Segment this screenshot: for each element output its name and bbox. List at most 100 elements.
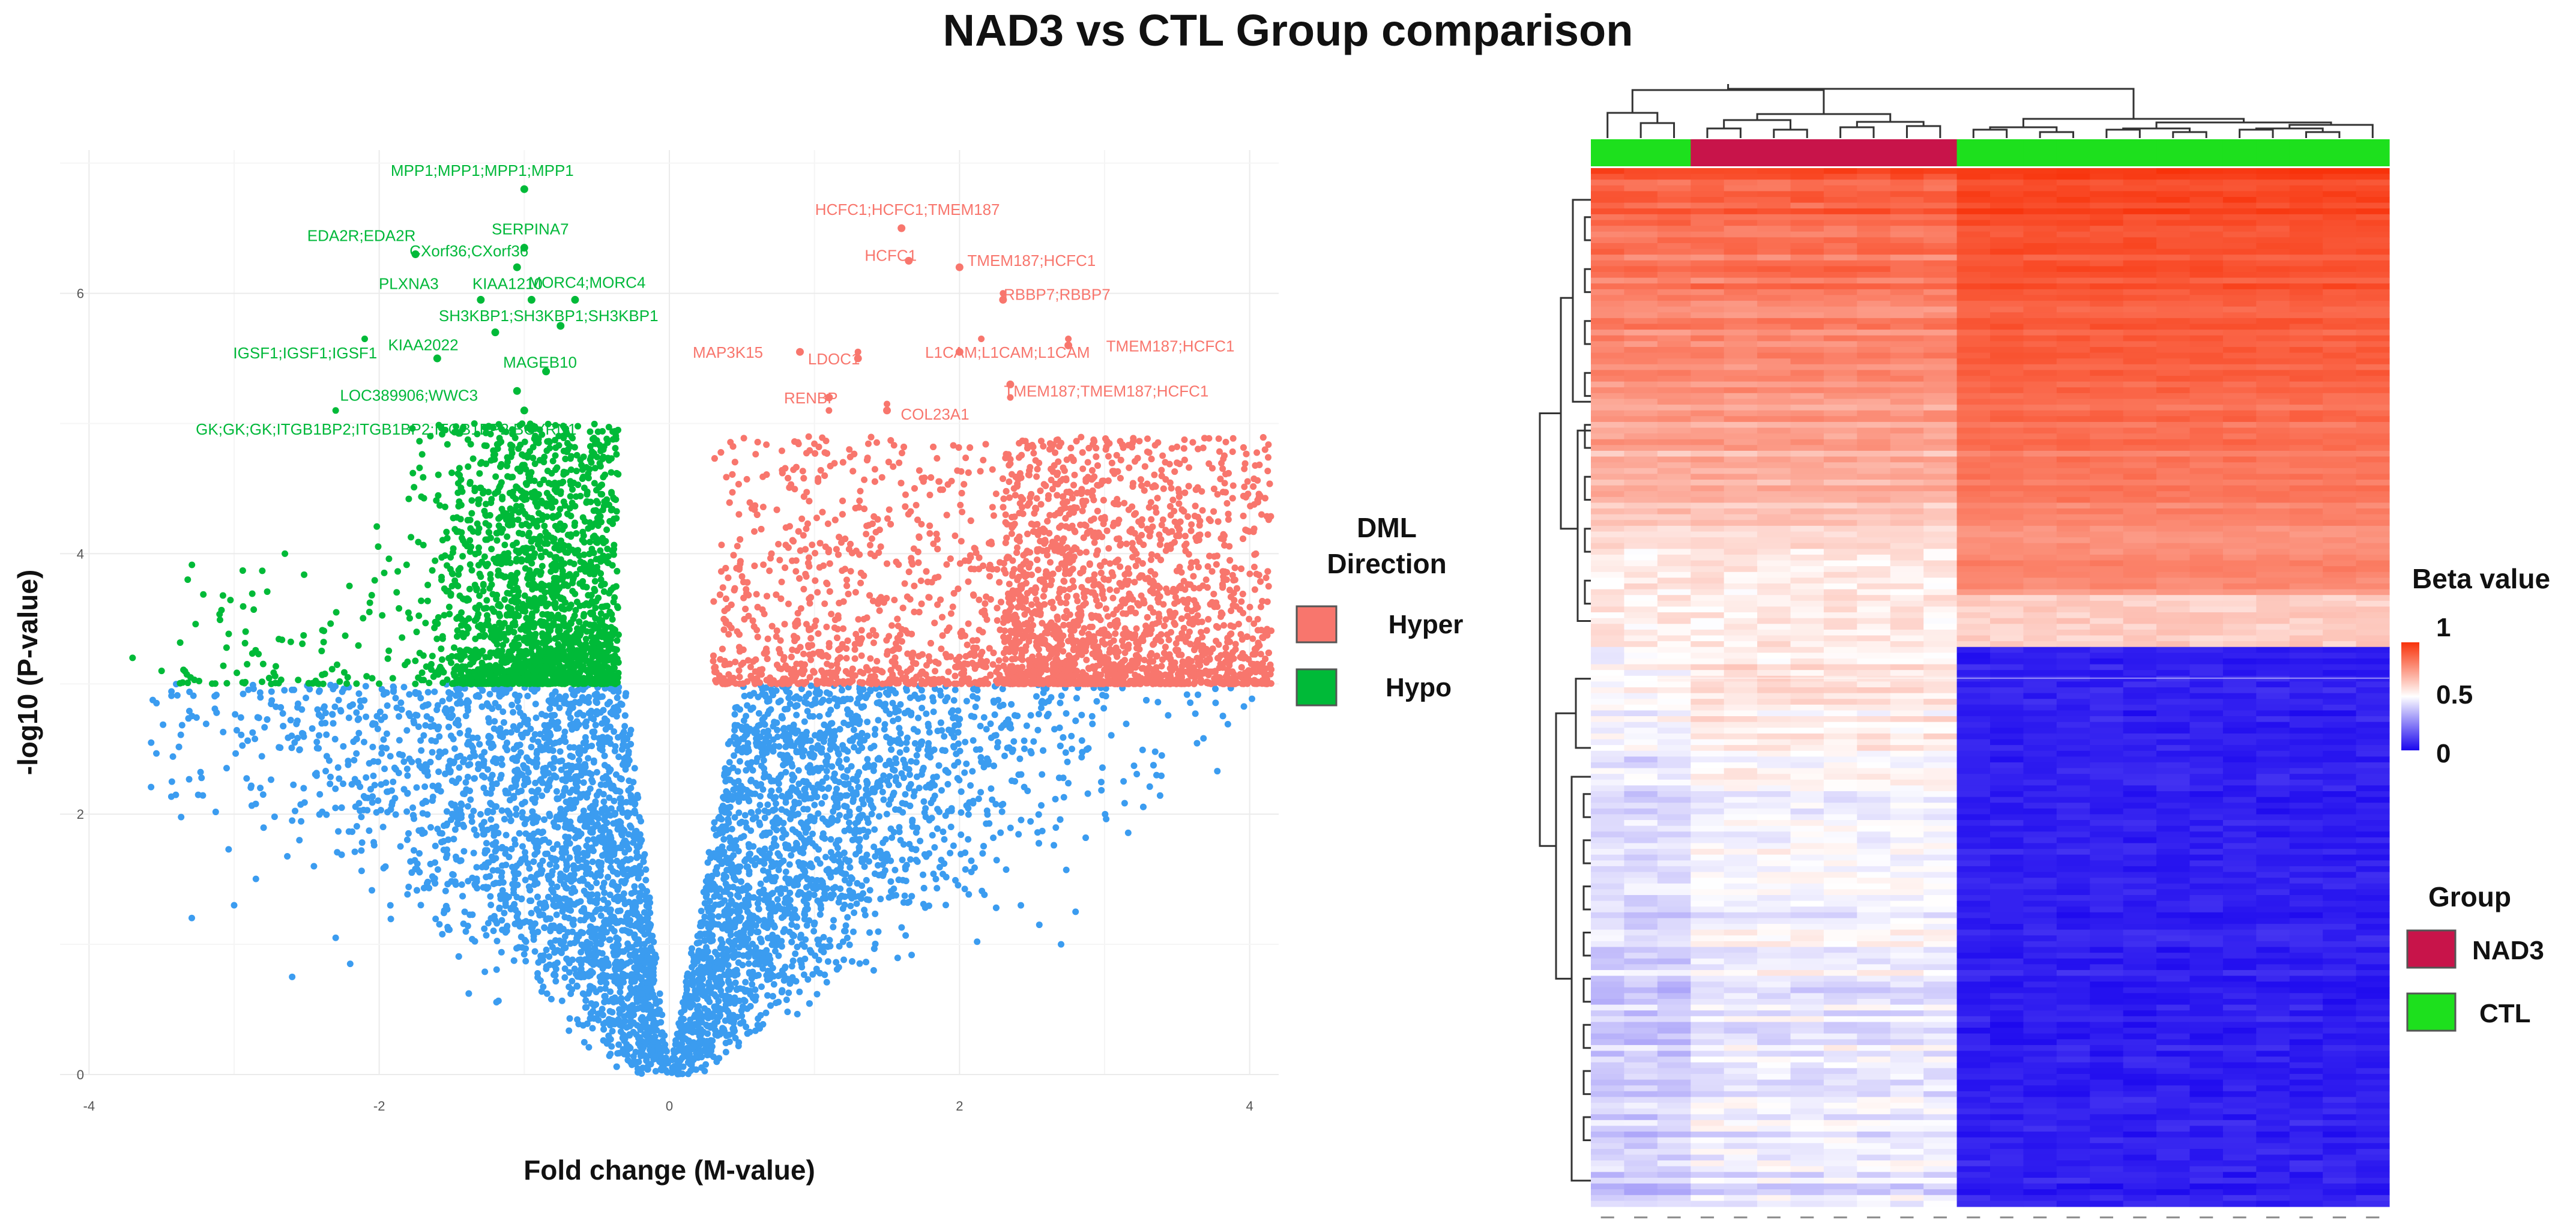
volcano-point-ns [965,804,972,812]
volcano-point-ns [1008,701,1015,708]
volcano-point-ns [694,932,701,939]
volcano-point-ns [835,750,842,758]
volcano-point-ns [879,788,886,795]
volcano-point-ns [1143,696,1150,704]
volcano-point-ns [553,788,560,795]
volcano-point-ns [382,863,389,870]
volcano-point-ns [973,746,980,753]
volcano-point-ns [483,789,490,797]
volcano-point-ns [574,899,581,906]
volcano-point-ns [730,843,737,851]
volcano-point-ns [345,828,352,835]
volcano-point-ns [731,752,738,759]
volcano-point-ns [361,794,369,801]
volcano-point-ns [315,732,322,739]
volcano-point-ns [531,851,538,858]
volcano-point-ns [875,717,882,724]
volcano-point-ns [908,951,915,959]
volcano-point-ns [603,1040,611,1047]
volcano-point-ns [693,939,701,947]
volcano-point-ns [849,798,857,805]
volcano-point-ns [423,713,430,720]
volcano-point-ns [778,943,785,950]
volcano-point-ns [445,926,453,933]
volcano-point-ns [814,897,821,905]
volcano-point-ns [320,705,327,712]
volcano-point-ns [615,883,622,890]
volcano-point-ns [569,977,576,984]
volcano-point-ns [352,803,359,810]
volcano-point-ns [1028,750,1035,757]
volcano-point-ns [735,1039,743,1046]
volcano-point-ns [864,819,872,826]
volcano-point-ns [794,810,801,818]
volcano-point-ns [418,747,425,754]
volcano-point-ns [814,742,821,749]
volcano-point-ns [788,760,795,767]
volcano-point-ns [585,972,593,980]
volcano-point-ns [1099,764,1106,771]
volcano-point-ns [729,792,736,800]
volcano-point-ns [565,834,572,841]
volcano-point-ns [529,795,536,803]
volcano-point-ns [942,902,949,909]
volcano-point-ns [439,930,446,938]
volcano-point-ns [915,714,922,722]
volcano-point-ns [456,729,463,737]
volcano-point-ns [592,798,599,806]
volcano-point-ns [698,908,705,915]
volcano-point-ns [1093,698,1100,705]
volcano-point-ns [912,829,920,836]
volcano-point-ns [864,756,871,763]
volcano-point-ns [573,983,581,990]
volcano-point-ns [821,971,828,978]
volcano-point-ns [900,774,907,782]
volcano-point-ns [692,1066,699,1073]
volcano-point-ns [237,714,244,721]
volcano-point-ns [316,687,323,694]
volcano-point-ns [997,702,1004,710]
volcano-point-ns [857,735,864,742]
volcano-point-ns [849,737,856,744]
volcano-point-ns [719,843,726,850]
volcano-point-ns [148,739,155,746]
volcano-point-ns [801,779,808,786]
volcano-point-ns [918,771,925,778]
volcano-point-ns [789,957,797,965]
volcano-point-ns [485,733,492,740]
volcano-point-ns [1034,726,1042,734]
volcano-point-ns [836,758,843,765]
volcano-point-ns [672,1049,679,1056]
volcano-point-ns [858,704,865,711]
volcano-point-ns [487,893,494,900]
volcano-point-ns [516,830,523,837]
volcano-point-ns [611,927,618,935]
volcano-point-ns [513,913,520,920]
volcano-point-ns [646,994,653,1001]
volcano-point-ns [782,743,789,750]
volcano-point-ns [501,909,508,917]
volcano-point-ns [795,800,803,807]
volcano-point-ns [627,1059,634,1066]
volcano-point-ns [761,960,768,967]
volcano-point-ns [585,755,592,762]
volcano-point-ns [828,894,835,902]
volcano-point-ns [831,884,839,891]
volcano-point-ns [890,828,897,836]
volcano-point-ns [789,776,796,783]
volcano-point-ns [762,693,770,701]
volcano-point-ns [638,1023,645,1030]
volcano-point-ns [417,737,424,744]
volcano-point-ns [178,813,185,821]
volcano-point-ns [745,902,752,909]
volcano-point-ns [840,773,847,780]
volcano-point-ns [846,864,854,871]
volcano-point-ns [607,988,614,995]
volcano-point-ns [1000,801,1007,808]
volcano-point-ns [703,1021,710,1028]
volcano-point-ns [813,990,821,998]
volcano-point-ns [562,738,569,746]
volcano-point-ns [1060,794,1067,801]
volcano-point-ns [901,892,908,899]
volcano-point-ns [740,833,747,840]
